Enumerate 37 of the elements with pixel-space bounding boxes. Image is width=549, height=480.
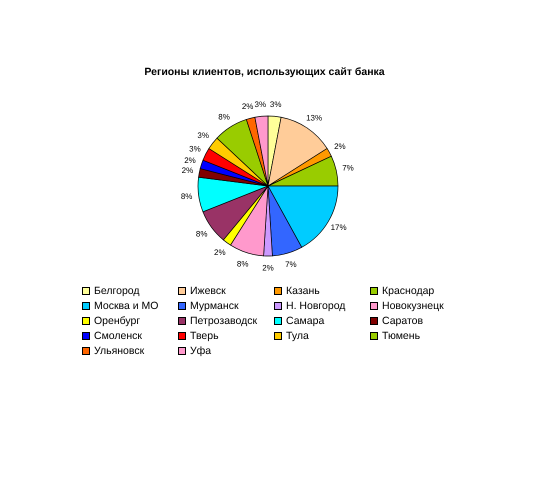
data-label: 2%: [262, 264, 274, 272]
data-label: 3%: [254, 100, 266, 109]
chart-title: Регионы клиентов, использующих сайт банка: [143, 65, 386, 78]
data-label: 3%: [270, 100, 282, 109]
legend-label: Москва и МО: [94, 300, 158, 312]
data-label: 2%: [184, 156, 196, 166]
legend-label: Уфа: [190, 345, 212, 357]
legend-label: Н. Новгород: [286, 300, 346, 312]
legend-label: Саратов: [382, 315, 424, 327]
legend-label: Тюмень: [382, 330, 420, 342]
data-label: 7%: [342, 164, 354, 173]
data-label: 2%: [242, 102, 254, 112]
legend-label: Тула: [286, 330, 309, 342]
data-label: 3%: [197, 131, 209, 140]
legend-label: Тверь: [190, 330, 219, 342]
legend-label: Петрозаводск: [190, 315, 258, 327]
data-label: 8%: [180, 192, 192, 201]
data-label: 3%: [189, 144, 201, 154]
legend-label: Оренбург: [94, 315, 140, 327]
legend-label: Новокузнецк: [382, 300, 444, 312]
legend-label: Самара: [286, 315, 324, 327]
legend-label: Смоленск: [94, 330, 142, 342]
data-label: 8%: [196, 230, 208, 239]
data-label: 7%: [285, 260, 297, 270]
data-label: 2%: [214, 248, 226, 257]
data-label: 8%: [218, 112, 230, 122]
data-label: 2%: [182, 166, 194, 176]
data-label: 2%: [334, 142, 346, 151]
legend-label: Мурманск: [190, 300, 239, 312]
data-label: 8%: [236, 259, 248, 268]
legend-label: Ульяновск: [94, 345, 144, 357]
data-label: 13%: [306, 114, 322, 123]
legend-label: Ижевск: [190, 285, 226, 297]
legend-label: Краснодар: [382, 285, 434, 297]
legend-label: Белгород: [94, 285, 140, 297]
data-label: 17%: [330, 223, 347, 232]
legend-label: Казань: [286, 285, 320, 297]
